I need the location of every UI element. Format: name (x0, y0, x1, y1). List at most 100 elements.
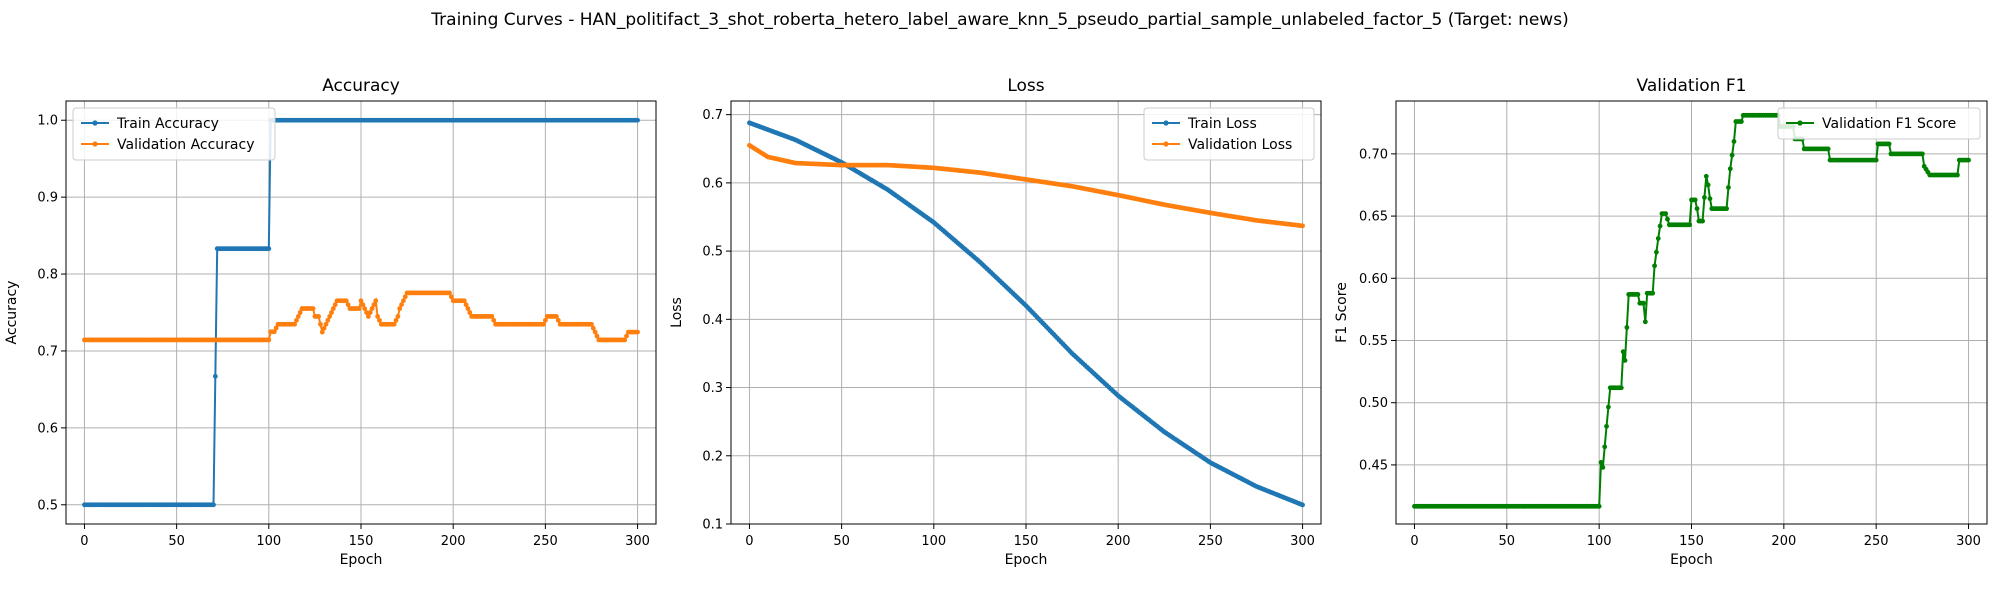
legend-label: Train Accuracy (116, 116, 219, 132)
legend-label: Validation Loss (1188, 137, 1292, 153)
y-tick-label: 0.70 (1359, 147, 1388, 162)
data-point (1620, 349, 1626, 355)
data-point (1300, 223, 1305, 229)
data-point (319, 329, 325, 335)
data-point (1702, 195, 1707, 200)
y-tick-label: 0.9 (37, 191, 58, 206)
x-tick-label: 250 (1864, 534, 1889, 549)
chart-title: Accuracy (322, 76, 400, 96)
y-tick-label: 0.8 (37, 268, 58, 283)
data-point (491, 317, 497, 323)
legend-label: Train Loss (1187, 116, 1257, 132)
plot-area (1412, 112, 1971, 509)
legend-box (72, 107, 276, 161)
data-point (465, 306, 471, 311)
data-point (327, 314, 333, 319)
y-tick-label: 0.60 (1359, 272, 1388, 287)
data-point (358, 298, 364, 304)
axes-frame (730, 100, 1322, 525)
data-point (402, 294, 408, 300)
data-point (1598, 460, 1604, 465)
data-point (1703, 173, 1709, 179)
y-tick-label: 0.1 (702, 518, 723, 533)
y-tick-label: 1.0 (37, 114, 58, 129)
x-tick-label: 100 (921, 534, 946, 549)
x-axis-label: Epoch (1670, 552, 1713, 568)
data-point (330, 306, 336, 311)
data-point (1692, 197, 1698, 203)
data-point (325, 317, 331, 323)
x-tick-label: 300 (625, 534, 650, 549)
data-point (1700, 218, 1705, 224)
x-tick-label: 100 (256, 534, 281, 549)
data-point (590, 325, 596, 331)
data-point (447, 290, 452, 296)
data-point (1705, 182, 1711, 188)
x-tick-label: 300 (1290, 534, 1315, 549)
data-point (1731, 139, 1737, 144)
plot-area (747, 120, 1305, 508)
data-point (1624, 325, 1630, 330)
x-tick-label: 50 (1499, 534, 1516, 549)
data-point (401, 298, 406, 304)
axes-frame (1395, 100, 1988, 525)
data-point (321, 325, 327, 331)
legend-marker (92, 141, 98, 147)
data-point (377, 317, 382, 323)
data-point (1650, 290, 1656, 296)
data-point (1663, 211, 1669, 216)
data-point (1727, 166, 1733, 172)
data-point (318, 321, 323, 327)
x-tick-label: 200 (441, 534, 466, 549)
plot-area (82, 117, 640, 508)
data-point (345, 302, 351, 308)
data-point (1955, 172, 1960, 178)
data-point (1602, 444, 1608, 450)
data-point (1654, 249, 1659, 255)
legend-box (1777, 107, 1981, 140)
chart-title: Validation F1 (1637, 76, 1747, 96)
data-point (1825, 146, 1831, 152)
data-point (1919, 151, 1925, 157)
data-point (1726, 185, 1731, 190)
x-tick-label: 250 (533, 534, 558, 549)
x-tick-label: 0 (745, 534, 753, 549)
data-point (635, 117, 640, 123)
data-point (373, 298, 379, 304)
data-point (273, 325, 279, 331)
data-point (463, 302, 469, 308)
y-tick-label: 0.55 (1359, 334, 1388, 349)
data-point (1738, 119, 1744, 124)
data-point (266, 246, 272, 252)
data-point (1604, 423, 1609, 429)
data-point (624, 333, 629, 339)
data-point (1655, 236, 1661, 241)
data-point (1873, 157, 1879, 163)
data-point (554, 314, 559, 319)
y-tick-label: 0.4 (702, 313, 723, 328)
data-point (1622, 358, 1628, 363)
data-point (323, 321, 329, 327)
data-point (448, 294, 454, 300)
data-point (1605, 404, 1611, 410)
y-tick-label: 0.5 (702, 245, 723, 260)
y-tick-label: 0.6 (702, 176, 723, 191)
x-tick-label: 0 (1410, 534, 1418, 549)
x-axis-label: Epoch (340, 552, 383, 568)
y-tick-label: 0.3 (702, 381, 723, 396)
data-point (1886, 141, 1892, 147)
data-point (635, 329, 640, 335)
y-tick-label: 0.50 (1359, 396, 1388, 411)
data-point (589, 321, 594, 327)
data-point (332, 302, 338, 308)
legend-box (1143, 107, 1315, 161)
data-point (316, 314, 321, 319)
x-tick-label: 100 (1587, 534, 1612, 549)
legend-label: Validation F1 Score (1822, 116, 1956, 132)
x-tick-label: 50 (833, 534, 850, 549)
data-point (1694, 206, 1700, 212)
data-point (1966, 157, 1971, 163)
data-point (211, 502, 216, 508)
data-point (1707, 196, 1713, 202)
